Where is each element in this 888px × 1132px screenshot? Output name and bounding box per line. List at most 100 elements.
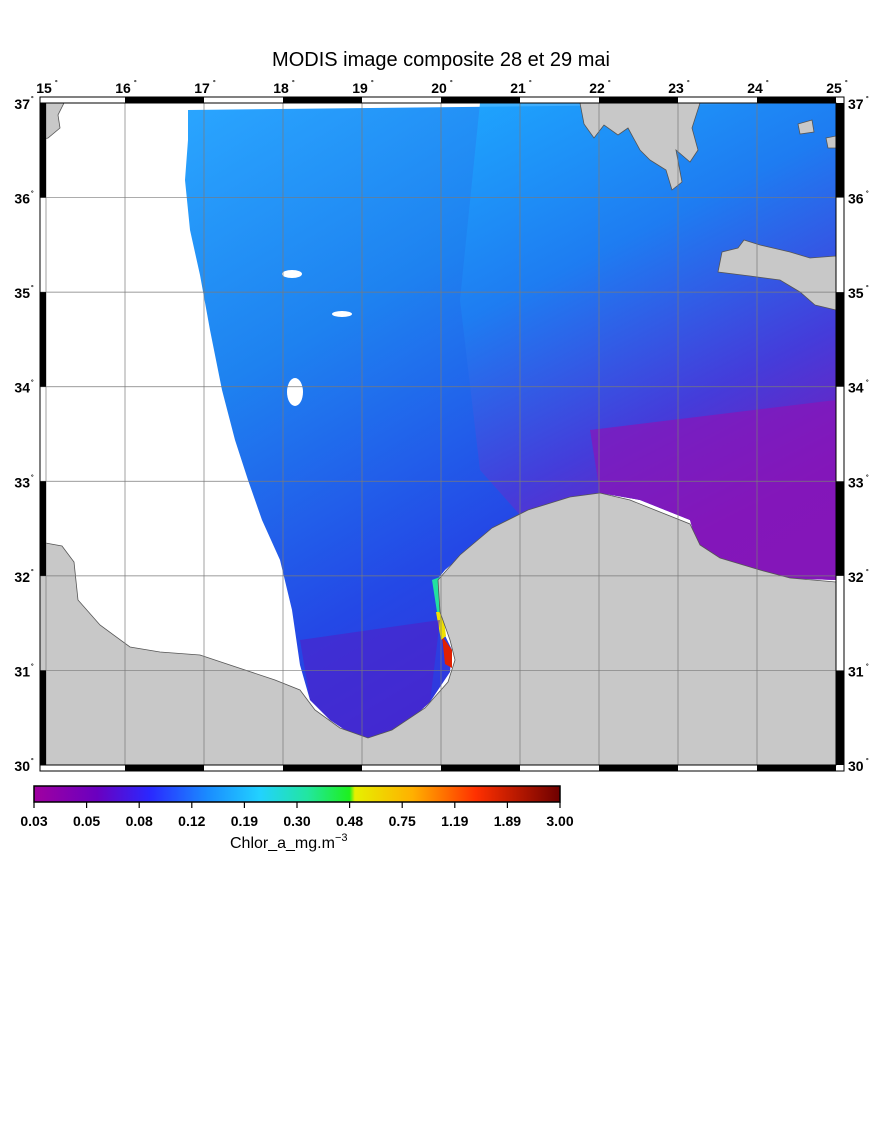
lat-tick-label: 31	[848, 663, 864, 679]
lon-tick-label: 25	[826, 80, 842, 96]
degree-mark: ˚	[529, 79, 532, 89]
map-border	[39, 96, 845, 772]
degree-mark: ˚	[31, 379, 34, 389]
colorbar-labels: 0.03 0.05 0.08 0.12 0.19 0.30 0.48 0.75 1.19 1.89…	[20, 813, 573, 829]
degree-mark: ˚	[866, 662, 869, 672]
colorbar-label: 1.19	[441, 813, 468, 829]
cloud-gap	[282, 270, 302, 278]
lat-tick-label: 35	[848, 285, 864, 301]
lon-labels-top: 15 ˚ 16 ˚ 17 ˚ 18 ˚ 19 ˚ 20 ˚ 21 ˚ 22 ˚ 23 ˚ 24 ˚ 25 ˚	[36, 79, 848, 96]
aegean-island	[797, 119, 815, 135]
inner-frame	[39, 102, 837, 766]
crete-land	[717, 239, 836, 311]
degree-mark: ˚	[31, 284, 34, 294]
peloponnese-land	[579, 103, 701, 191]
lon-tick-label: 23	[668, 80, 684, 96]
degree-mark: ˚	[866, 95, 869, 105]
lat-tick-label: 35	[14, 285, 30, 301]
lat-tick-label: 37	[848, 96, 864, 112]
frame-segment	[836, 103, 844, 198]
degree-mark: ˚	[31, 190, 34, 200]
degree-mark: ˚	[31, 568, 34, 578]
lon-tick-label: 24	[747, 80, 763, 96]
degree-mark: ˚	[31, 473, 34, 483]
degree-mark: ˚	[866, 284, 869, 294]
lon-tick-label: 17	[194, 80, 210, 96]
lat-tick-label: 34	[848, 380, 864, 396]
lon-tick-label: 18	[273, 80, 289, 96]
lat-tick-label: 30	[848, 758, 864, 774]
degree-mark: ˚	[845, 79, 848, 89]
degree-mark: ˚	[31, 757, 34, 767]
lat-tick-label: 31	[14, 663, 30, 679]
lat-tick-label: 33	[14, 474, 30, 490]
lon-tick-label: 15	[36, 80, 52, 96]
frame-segment	[836, 292, 844, 387]
lat-tick-label: 36	[14, 191, 30, 207]
degree-mark: ˚	[866, 757, 869, 767]
lat-tick-label: 36	[848, 191, 864, 207]
frame-segment	[836, 481, 844, 576]
lat-labels-left: 30 ˚31 ˚32 ˚33 ˚34 ˚35 ˚36 ˚37 ˚	[14, 95, 34, 774]
degree-mark: ˚	[371, 79, 374, 89]
unit-text: Chlor_a_mg.m	[230, 835, 335, 852]
cloud-gap	[287, 378, 303, 406]
frame-segment	[125, 765, 204, 771]
frame-segment	[599, 97, 678, 103]
degree-mark: ˚	[55, 79, 58, 89]
degree-mark: ˚	[866, 473, 869, 483]
lat-tick-label: 33	[848, 474, 864, 490]
degree-mark: ˚	[450, 79, 453, 89]
degree-mark: ˚	[866, 379, 869, 389]
frame-segment	[441, 97, 520, 103]
degree-mark: ˚	[866, 190, 869, 200]
chlorophyll-rich-band	[590, 400, 836, 580]
frame-segment	[40, 292, 46, 387]
map-title: MODIS image composite 28 et 29 mai	[272, 49, 610, 71]
lon-tick-label: 16	[115, 80, 131, 96]
lat-tick-label: 34	[14, 380, 30, 396]
map-frame	[40, 103, 836, 765]
degree-mark: ˚	[213, 79, 216, 89]
lat-tick-label: 30	[14, 758, 30, 774]
cloud-gap	[332, 311, 352, 317]
lon-tick-label: 20	[431, 80, 447, 96]
degree-mark: ˚	[134, 79, 137, 89]
degree-mark: ˚	[687, 79, 690, 89]
aegean-island	[825, 135, 836, 149]
colorbar-label: 0.12	[178, 813, 205, 829]
colorbar-label: 0.48	[336, 813, 363, 829]
colorbar-label: 0.05	[73, 813, 100, 829]
frame-segment	[40, 481, 46, 576]
colorbar-label: 0.75	[389, 813, 416, 829]
colorbar: 0.03 0.05 0.08 0.12 0.19 0.30 0.48 0.75 1.19 1.89…	[20, 785, 574, 852]
degree-mark: ˚	[292, 79, 295, 89]
frame-segment	[599, 765, 678, 771]
colorbar-label: 0.30	[283, 813, 310, 829]
lon-tick-label: 21	[510, 80, 526, 96]
colorbar-label: 0.08	[126, 813, 153, 829]
frame-segment	[40, 103, 46, 198]
colorbar-label: 1.89	[494, 813, 521, 829]
unit-superscript: −3	[335, 832, 348, 844]
frame-segment	[283, 97, 362, 103]
graticule	[40, 103, 836, 765]
frame-segment	[757, 765, 836, 771]
libya-land	[40, 492, 836, 765]
southern-gulf-band	[300, 620, 440, 740]
frame-segment	[40, 670, 46, 765]
lon-tick-label: 22	[589, 80, 605, 96]
degree-mark: ˚	[31, 95, 34, 105]
lon-tick-label: 19	[352, 80, 368, 96]
lat-tick-label: 32	[848, 569, 864, 585]
degree-mark: ˚	[31, 662, 34, 672]
colorbar-label: 0.19	[231, 813, 258, 829]
lat-tick-label: 37	[14, 96, 30, 112]
degree-mark: ˚	[866, 568, 869, 578]
frame-segment	[283, 765, 362, 771]
frame-segment	[125, 97, 204, 103]
colorbar-label: 3.00	[546, 813, 573, 829]
colorbar-label: 0.03	[20, 813, 47, 829]
colorbar-ramp	[33, 785, 561, 803]
